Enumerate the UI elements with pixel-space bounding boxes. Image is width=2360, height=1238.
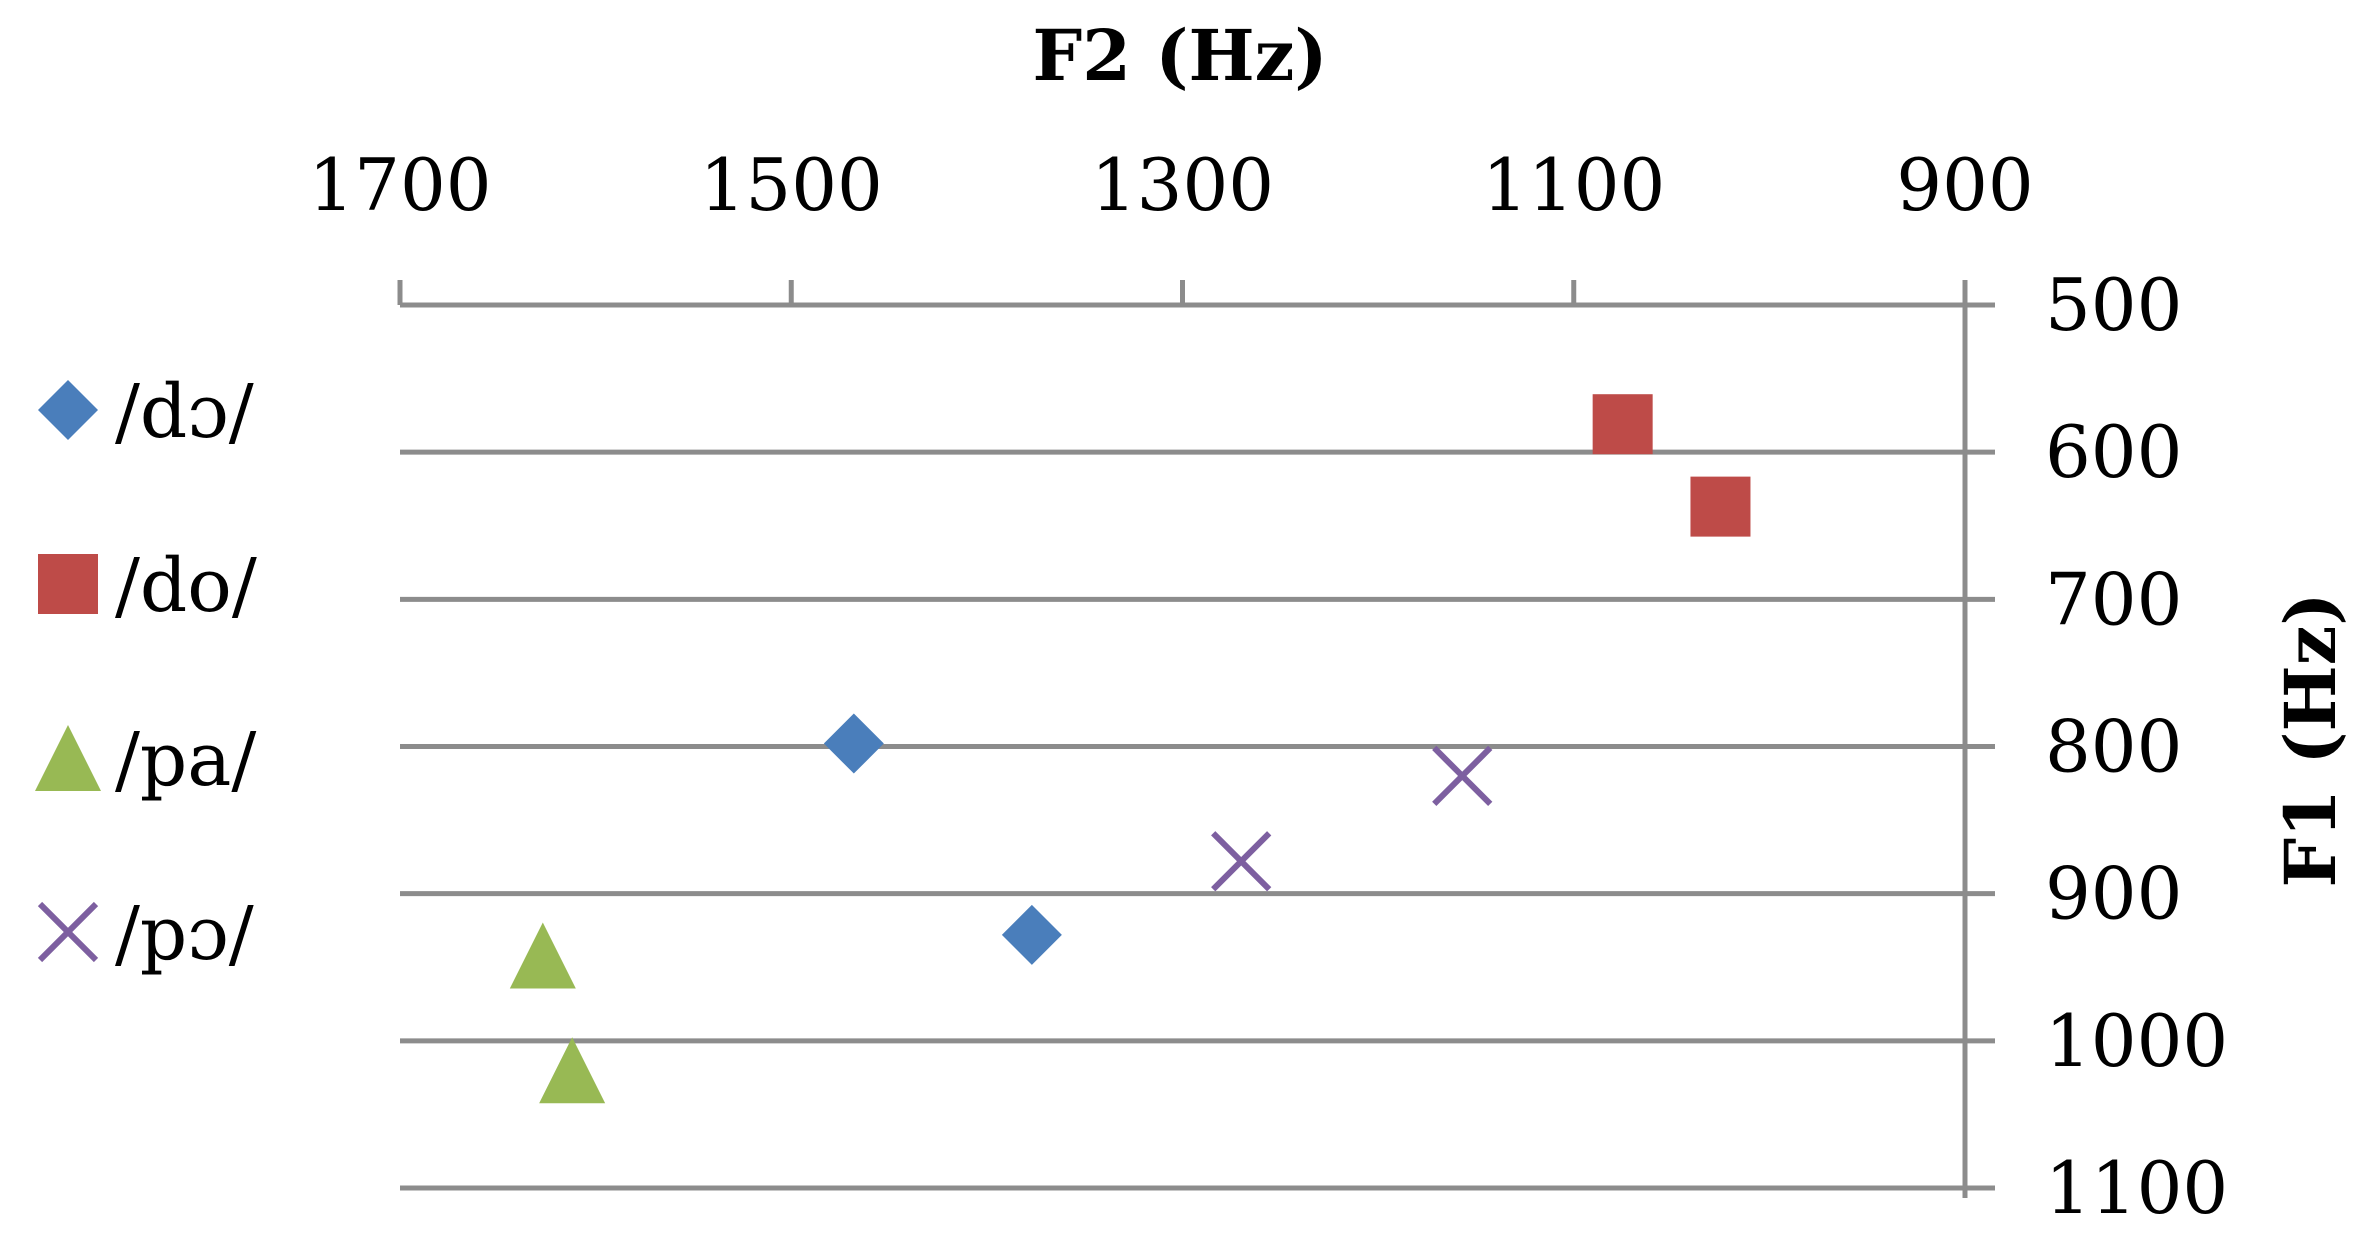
legend-marker-square — [38, 554, 98, 614]
legend-label: /pɔ/ — [115, 891, 254, 977]
y-tick-label: 1100 — [2045, 1146, 2228, 1230]
legend-label: /pa/ — [115, 717, 256, 803]
legend: /dɔ/ /do/ /pa/ /pɔ/ — [35, 369, 257, 977]
legend-marker-diamond — [38, 380, 98, 440]
data-point-x — [1432, 745, 1493, 807]
x-marker-stroke — [1211, 831, 1272, 892]
tick-labels: 500 600 700 800 900 1000 1100 1700 1500 1300 1100 9… — [308, 143, 2228, 1230]
data-point-triangle — [509, 922, 576, 989]
data-point-square — [1690, 476, 1751, 537]
x-tick-label: 1500 — [700, 143, 883, 227]
data-point-diamond — [1001, 904, 1062, 965]
data-point-diamond — [823, 713, 884, 774]
data-point-x — [1211, 831, 1272, 892]
data-point-triangle — [539, 1037, 606, 1104]
y-tick-label: 700 — [2045, 557, 2182, 641]
x-axis-title: F2 (Hz) — [1033, 14, 1328, 97]
legend-label: /dɔ/ — [115, 369, 254, 455]
data-point-square — [1592, 394, 1653, 455]
legend-marker-triangle — [35, 725, 101, 791]
data-points — [509, 394, 1751, 1104]
y-tick-label: 900 — [2045, 852, 2182, 936]
x-marker-stroke — [37, 901, 99, 963]
x-tick-label: 1300 — [1091, 143, 1274, 227]
gridlines — [400, 449, 1995, 1191]
y-tick-label: 800 — [2045, 705, 2182, 789]
y-tick-label: 1000 — [2045, 999, 2228, 1083]
x-marker-stroke — [1432, 745, 1493, 807]
y-tick-label: 600 — [2045, 410, 2182, 494]
legend-marker-x — [37, 901, 99, 963]
x-tick-label: 1100 — [1482, 143, 1665, 227]
x-tick-label: 900 — [1896, 143, 2033, 227]
y-axis-title: F1 (Hz) — [2269, 593, 2352, 888]
legend-label: /do/ — [115, 543, 257, 629]
x-tick-label: 1700 — [308, 143, 491, 227]
axes — [397, 280, 1995, 1198]
y-tick-label: 500 — [2045, 263, 2182, 347]
